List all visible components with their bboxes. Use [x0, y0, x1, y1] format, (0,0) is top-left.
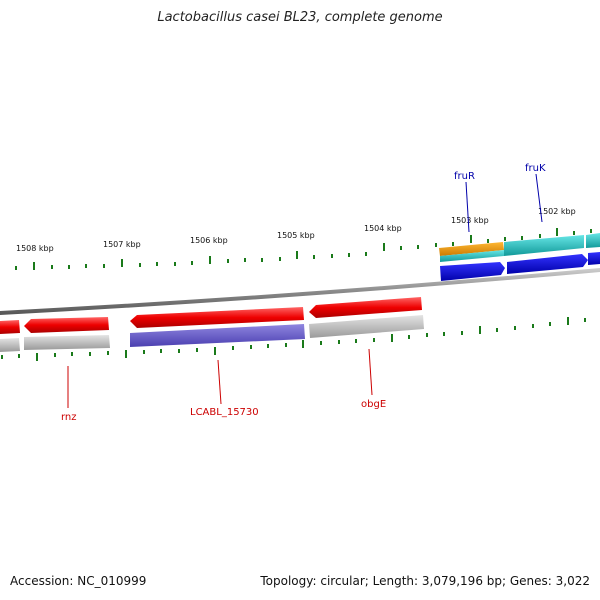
gene-obgE-band[interactable]	[309, 315, 424, 338]
gene-rnz-band[interactable]	[24, 335, 110, 350]
gene-fruK-gene-band[interactable]	[504, 235, 584, 256]
kbp-label-1502: 1502 kbp	[538, 207, 576, 216]
outer-tick-row	[15, 228, 592, 270]
gene-LCABL_15730-band[interactable]	[130, 324, 305, 347]
kbp-label-1507: 1507 kbp	[103, 240, 141, 249]
genome-backbone	[0, 268, 600, 315]
kbp-label-1503: 1503 kbp	[451, 216, 489, 225]
kbp-label-1508: 1508 kbp	[16, 244, 54, 253]
leader-LCABL_15730	[217, 359, 222, 405]
gene-left-edge-band[interactable]	[0, 338, 20, 352]
inner-tick-row	[1, 317, 586, 361]
gene-label-fruK[interactable]: fruK	[525, 163, 546, 174]
cds-rnz-arrow[interactable]	[24, 317, 109, 333]
gene-label-obgE[interactable]: obgE	[361, 399, 386, 410]
cds-fruK-arrow[interactable]	[507, 254, 588, 274]
leader-obgE	[368, 348, 373, 396]
kbp-label-1505: 1505 kbp	[277, 231, 315, 240]
cds-fruR-arrow[interactable]	[440, 262, 505, 281]
cds-left-edge-arrow[interactable]	[0, 320, 20, 334]
gene-label-fruR[interactable]: fruR	[454, 171, 475, 182]
gene-label-rnz[interactable]: rnz	[61, 412, 77, 423]
map-title: Lactobacillus casei BL23, complete genom…	[157, 10, 443, 25]
leader-fruK	[535, 173, 543, 223]
gene-fruR-gene-band[interactable]	[440, 250, 504, 262]
leader-fruR	[465, 181, 470, 233]
accession-text: Accession: NC_010999	[10, 574, 147, 588]
cds-LCABL_15730-arrow[interactable]	[130, 307, 304, 328]
kbp-label-1504: 1504 kbp	[364, 224, 402, 233]
gene-fruR-feature[interactable]	[439, 242, 504, 256]
cds-obgE-arrow[interactable]	[309, 297, 422, 318]
gene-next-gene-band[interactable]	[586, 233, 600, 248]
gene-label-LCABL_15730[interactable]: LCABL_15730	[190, 407, 259, 418]
cds-next-arrow[interactable]	[588, 252, 600, 265]
kbp-label-1506: 1506 kbp	[190, 236, 228, 245]
genome-summary-text: Topology: circular; Length: 3,079,196 bp…	[260, 574, 590, 588]
